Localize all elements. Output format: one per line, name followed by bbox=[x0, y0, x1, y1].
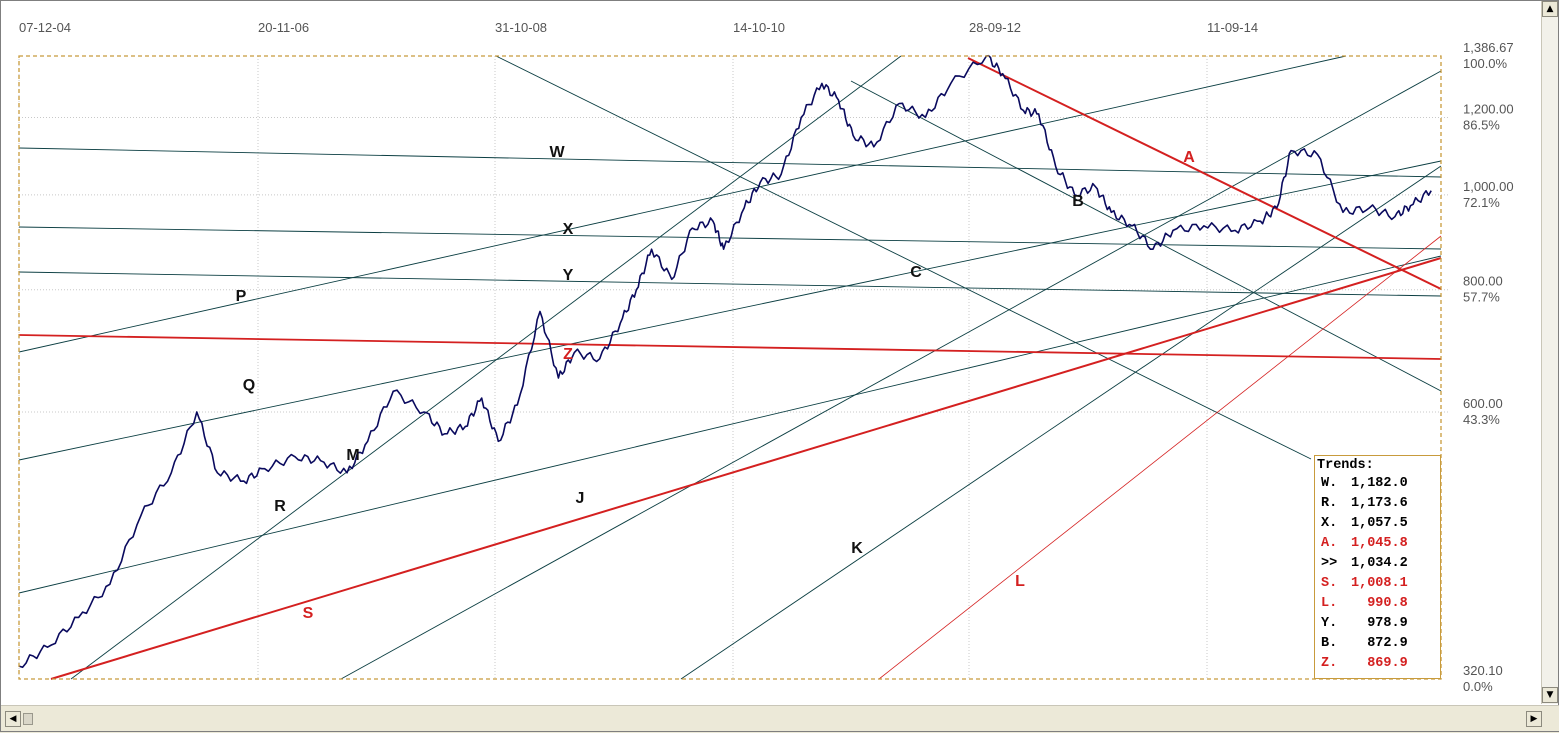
plot-area-border bbox=[18, 55, 1442, 680]
trend-row-value: 1,008.1 bbox=[1351, 576, 1408, 591]
x-tick-label: 14-10-10 bbox=[733, 20, 785, 35]
trendline-label-z: Z bbox=[563, 346, 573, 363]
trendline-label-s: S bbox=[303, 605, 314, 622]
trends-panel: Trends: W. 1,182.0 R. 1,173.6 X. 1,057.5 A. 1,0… bbox=[1314, 455, 1441, 679]
trend-row: Z. 869.9 bbox=[1321, 656, 1408, 671]
trendline-label-b: B bbox=[1072, 193, 1084, 210]
trend-row-label: S. bbox=[1321, 576, 1338, 591]
trendline-c bbox=[495, 55, 1312, 460]
trend-row: S. 1,008.1 bbox=[1321, 576, 1408, 591]
scroll-up-arrow-icon[interactable]: ▲ bbox=[1542, 1, 1558, 17]
trend-row: L. 990.8 bbox=[1321, 596, 1408, 611]
y-tick-label: 1,000.00 bbox=[1463, 179, 1514, 194]
trendline-label-q: Q bbox=[243, 377, 255, 394]
trendline-k bbox=[680, 165, 1442, 680]
trendline-y bbox=[18, 271, 1442, 297]
trend-row-value: 990.8 bbox=[1351, 596, 1408, 611]
y-tick-label: 1,200.00 bbox=[1463, 101, 1514, 116]
x-tick-label: 20-11-06 bbox=[258, 20, 309, 35]
trendline-b bbox=[850, 80, 1442, 392]
y-percent-label: 0.0% bbox=[1463, 679, 1493, 694]
y-percent-label: 72.1% bbox=[1463, 195, 1500, 210]
trend-row-value: 1,034.2 bbox=[1351, 556, 1408, 571]
y-percent-label: 86.5% bbox=[1463, 117, 1500, 132]
trendline-a bbox=[967, 57, 1442, 290]
x-tick-label: 11-09-14 bbox=[1207, 20, 1258, 35]
trendline-label-a: A bbox=[1183, 149, 1195, 166]
trendline-label-l: L bbox=[1015, 573, 1025, 590]
trendline-z bbox=[18, 334, 1442, 360]
trend-row-label: B. bbox=[1321, 636, 1338, 651]
trendline-label-j: J bbox=[576, 490, 585, 507]
trend-row-value: 872.9 bbox=[1351, 636, 1408, 651]
trend-row-value: 1,057.5 bbox=[1351, 516, 1408, 531]
y-tick-label: 800.00 bbox=[1463, 274, 1503, 289]
trend-row: R. 1,173.6 bbox=[1321, 496, 1408, 511]
trend-row-label: R. bbox=[1321, 496, 1338, 511]
trendline-l bbox=[878, 235, 1442, 680]
trend-row: A. 1,045.8 bbox=[1321, 536, 1408, 551]
trendline-label-x: X bbox=[563, 221, 574, 238]
scroll-right-arrow-icon[interactable]: ▶ bbox=[1526, 711, 1542, 727]
trend-row-value: 1,045.8 bbox=[1351, 536, 1408, 551]
trend-row-label: >> bbox=[1321, 556, 1338, 571]
trend-row-value: 1,173.6 bbox=[1351, 496, 1408, 511]
trendline-label-p: P bbox=[236, 288, 247, 305]
trendline-q bbox=[18, 160, 1442, 461]
y-percent-label: 43.3% bbox=[1463, 412, 1500, 427]
trend-row-label: Y. bbox=[1321, 616, 1338, 631]
trend-row-label: L. bbox=[1321, 596, 1338, 611]
trend-row: Y. 978.9 bbox=[1321, 616, 1408, 631]
trend-row-label: X. bbox=[1321, 516, 1338, 531]
scroll-left-arrow-icon[interactable]: ◀ bbox=[5, 711, 21, 727]
scroll-down-arrow-icon[interactable]: ▼ bbox=[1542, 687, 1558, 703]
trendline-label-r: R bbox=[274, 498, 286, 515]
trend-row-label: W. bbox=[1321, 476, 1338, 491]
trend-row-label: A. bbox=[1321, 536, 1338, 551]
trend-row-value: 1,182.0 bbox=[1351, 476, 1408, 491]
x-tick-label: 07-12-04 bbox=[19, 20, 71, 35]
x-tick-label: 31-10-08 bbox=[495, 20, 547, 35]
trend-row: X. 1,057.5 bbox=[1321, 516, 1408, 531]
horizontal-scrollbar[interactable]: ◀ ▶ bbox=[1, 705, 1559, 731]
trend-row-label: Z. bbox=[1321, 656, 1338, 671]
trendline-label-k: K bbox=[851, 540, 863, 557]
trendline-label-c: C bbox=[910, 264, 922, 281]
scroll-thumb[interactable] bbox=[23, 713, 33, 725]
y-tick-label: 1,386.67 bbox=[1463, 40, 1514, 55]
trends-title: Trends: bbox=[1317, 458, 1374, 473]
trendline-p bbox=[18, 55, 1347, 353]
trend-row-value: 869.9 bbox=[1351, 656, 1408, 671]
trend-row: >> 1,034.2 bbox=[1321, 556, 1408, 571]
trendline-j bbox=[340, 70, 1442, 680]
vertical-scrollbar[interactable]: ▲ ▼ bbox=[1541, 1, 1558, 704]
price-series-line bbox=[18, 54, 1432, 669]
trend-row: W. 1,182.0 bbox=[1321, 476, 1408, 491]
trendline-label-m: M bbox=[346, 447, 359, 464]
trendline-r bbox=[70, 55, 902, 680]
trendline-label-w: W bbox=[549, 144, 565, 161]
y-tick-label: 600.00 bbox=[1463, 396, 1503, 411]
trend-row-value: 978.9 bbox=[1351, 616, 1408, 631]
y-percent-label: 57.7% bbox=[1463, 290, 1500, 305]
y-percent-label: 100.0% bbox=[1463, 56, 1508, 71]
trendline-label-y: Y bbox=[563, 267, 574, 284]
trend-row: B. 872.9 bbox=[1321, 636, 1408, 651]
x-tick-label: 28-09-12 bbox=[969, 20, 1021, 35]
trendline-s bbox=[50, 257, 1442, 680]
y-tick-label: 320.10 bbox=[1463, 663, 1503, 678]
trendline-w bbox=[18, 147, 1442, 178]
trendline-m bbox=[18, 255, 1442, 594]
